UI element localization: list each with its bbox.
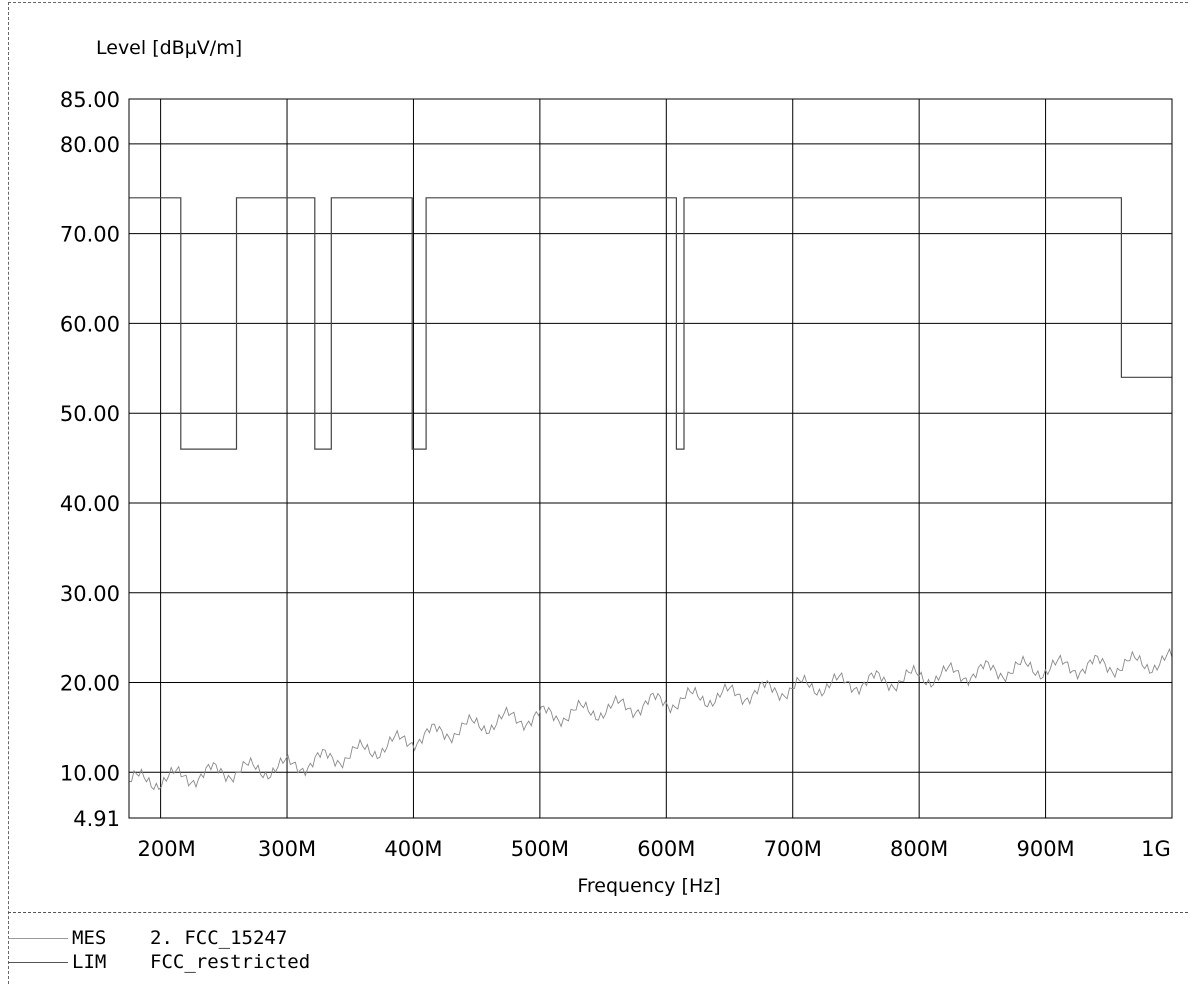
x-tick-label: 700M bbox=[764, 837, 822, 861]
y-tick-label: 30.00 bbox=[60, 582, 120, 606]
x-tick-label: 400M bbox=[384, 837, 442, 861]
legend-item-mes: MES 2. FCC_15247 bbox=[8, 927, 287, 949]
y-tick-label: 10.00 bbox=[60, 761, 120, 785]
y-axis-ticks: 85.00 80.00 70.00 60.00 50.00 40.00 30.00 20.00… bbox=[60, 88, 120, 831]
x-tick-label: 800M bbox=[890, 837, 948, 861]
y-axis-label: Level [dBµV/m] bbox=[96, 37, 242, 59]
grid bbox=[129, 99, 1172, 818]
legend-swatch-lim bbox=[8, 961, 68, 963]
y-tick-label: 85.00 bbox=[60, 88, 120, 112]
emission-chart: 85.00 80.00 70.00 60.00 50.00 40.00 30.00 20.00… bbox=[60, 37, 1173, 897]
legend-swatch-mes bbox=[8, 937, 68, 939]
legend-code: LIM bbox=[72, 951, 107, 973]
x-tick-label: 200M bbox=[138, 837, 196, 861]
legend: MES 2. FCC_15247 LIM FCC_restricted bbox=[8, 912, 1188, 987]
y-tick-label: 50.00 bbox=[60, 402, 120, 426]
y-tick-label: 20.00 bbox=[60, 672, 120, 696]
y-tick-label: 4.91 bbox=[73, 807, 120, 831]
legend-series-name: FCC_restricted bbox=[150, 951, 311, 973]
x-axis-label: Frequency [Hz] bbox=[577, 875, 720, 897]
x-tick-label: 500M bbox=[511, 837, 569, 861]
series-line-measurement bbox=[128, 647, 1173, 791]
legend-series-name: 2. FCC_15247 bbox=[150, 927, 288, 949]
x-tick-label: 1G bbox=[1141, 837, 1171, 861]
series-line-limit bbox=[129, 197, 1172, 450]
y-tick-label: 80.00 bbox=[60, 133, 120, 157]
legend-item-lim: LIM FCC_restricted bbox=[8, 951, 310, 973]
y-tick-label: 60.00 bbox=[60, 312, 120, 336]
legend-code: MES bbox=[72, 927, 107, 949]
x-axis-ticks: 200M 300M 400M 500M 600M 700M 800M 900M 1G bbox=[138, 837, 1171, 861]
x-tick-label: 900M bbox=[1016, 837, 1074, 861]
series-group bbox=[128, 197, 1173, 791]
x-tick-label: 300M bbox=[258, 837, 316, 861]
y-tick-label: 40.00 bbox=[60, 492, 120, 516]
x-tick-label: 600M bbox=[637, 837, 695, 861]
chart-frame bbox=[8, 2, 1188, 984]
y-tick-label: 70.00 bbox=[60, 223, 120, 247]
plot-area-border bbox=[128, 98, 1173, 819]
